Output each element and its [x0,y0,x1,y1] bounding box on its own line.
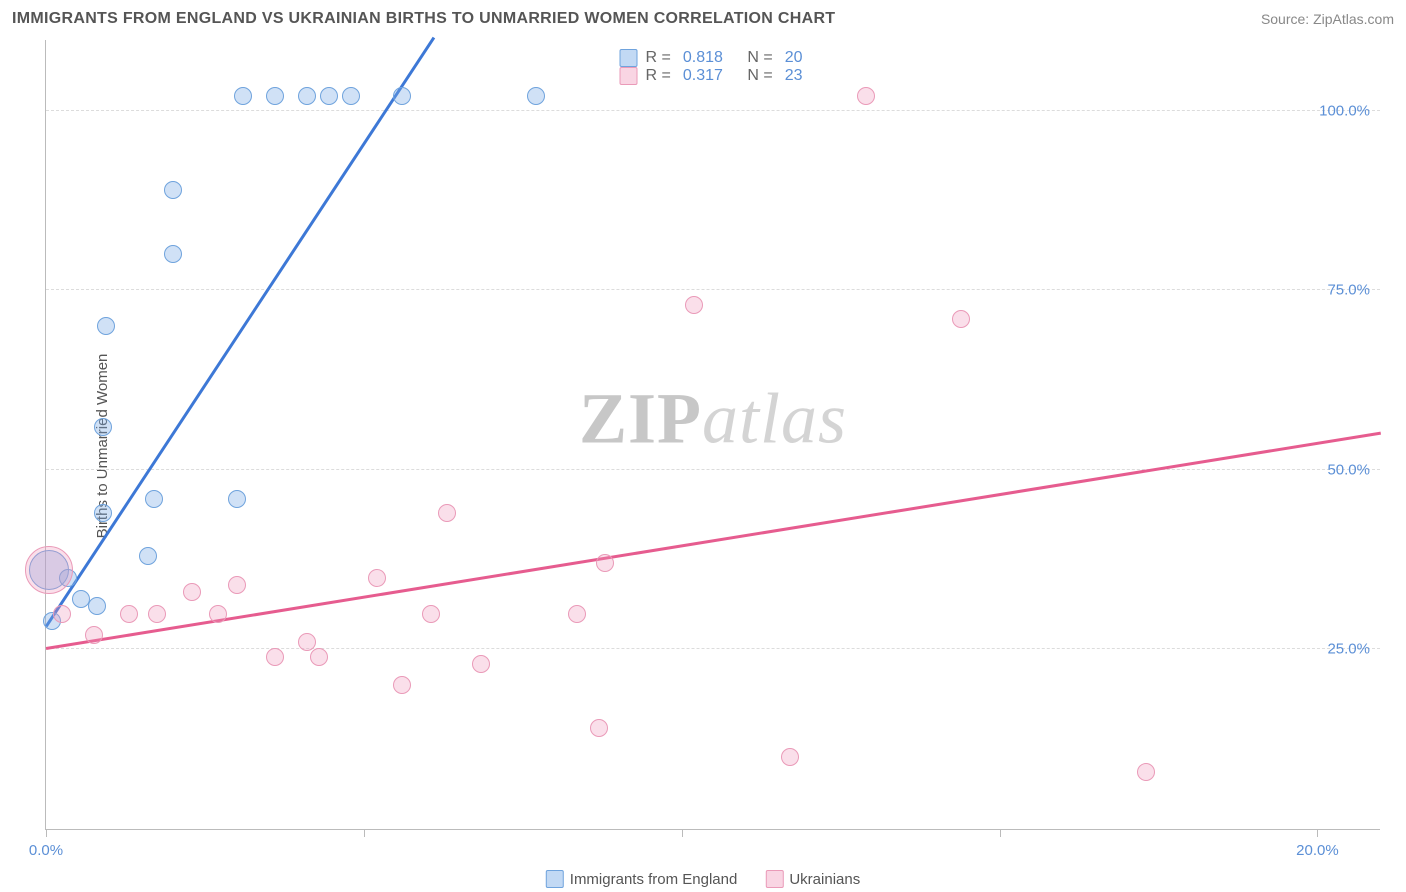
source-name: ZipAtlas.com [1313,11,1394,27]
scatter-point-series-1 [857,87,875,105]
scatter-point-series-0 [266,87,284,105]
scatter-point-series-1 [209,605,227,623]
chart-header: IMMIGRANTS FROM ENGLAND VS UKRAINIAN BIR… [12,10,1394,28]
scatter-point-series-0 [94,504,112,522]
trendline-series-1 [46,432,1381,650]
scatter-point-series-0 [342,87,360,105]
watermark-zip: ZIP [579,378,702,458]
y-tick-label: 50.0% [1327,461,1370,478]
y-tick-label: 25.0% [1327,641,1370,658]
scatter-point-series-1 [685,296,703,314]
scatter-point-series-1 [148,605,166,623]
scatter-point-series-1 [310,648,328,666]
scatter-point-series-1 [1137,763,1155,781]
x-tick [46,829,47,837]
chart-title: IMMIGRANTS FROM ENGLAND VS UKRAINIAN BIR… [12,10,835,28]
scatter-point-series-1 [781,748,799,766]
legend-stats-row-0: R = 0.818 N = 20 [620,49,807,67]
chart-source: Source: ZipAtlas.com [1261,11,1394,27]
gridline [46,469,1380,470]
gridline [46,110,1380,111]
watermark: ZIPatlas [579,377,847,460]
legend-stats-row-1: R = 0.317 N = 23 [620,67,807,85]
legend-chip-series-0 [546,870,564,888]
scatter-point-series-1 [596,554,614,572]
scatter-point-series-1 [53,605,71,623]
scatter-point-series-0 [228,490,246,508]
scatter-point-series-0 [139,547,157,565]
watermark-atlas: atlas [702,378,847,458]
scatter-point-series-0 [94,418,112,436]
legend-label-1: Ukrainians [789,871,860,888]
plot-area: ZIPatlas R = 0.818 N = 20 R = 0.317 N = … [45,40,1380,830]
y-tick-label: 75.0% [1327,282,1370,299]
x-tick [682,829,683,837]
scatter-point-series-1 [952,310,970,328]
scatter-point-series-1 [120,605,138,623]
r-value-0: 0.818 [683,49,723,67]
scatter-point-series-0 [164,181,182,199]
scatter-point-series-1 [183,583,201,601]
legend-chip-series-1 [765,870,783,888]
n-value-1: 23 [785,67,803,85]
scatter-point-series-0 [393,87,411,105]
scatter-point-series-0 [320,87,338,105]
n-label: N = [747,49,772,67]
scatter-point-series-1 [266,648,284,666]
x-tick-label: 0.0% [29,842,63,859]
x-tick-label: 20.0% [1296,842,1339,859]
r-value-1: 0.317 [683,67,723,85]
legend-chip-series-1 [620,67,638,85]
scatter-point-series-1 [368,569,386,587]
scatter-point-series-1 [422,605,440,623]
x-tick [1000,829,1001,837]
r-label: R = [646,67,671,85]
scatter-point-series-1 [228,576,246,594]
scatter-point-series-0 [164,245,182,263]
scatter-point-series-1 [85,626,103,644]
legend-chip-series-0 [620,49,638,67]
scatter-point-series-0 [88,597,106,615]
legend-series: Immigrants from England Ukrainians [546,870,860,888]
x-tick [364,829,365,837]
legend-item-0: Immigrants from England [546,870,738,888]
r-label: R = [646,49,671,67]
scatter-point-series-0 [97,317,115,335]
scatter-point-series-1 [438,504,456,522]
scatter-point-series-1 [590,719,608,737]
gridline [46,289,1380,290]
legend-label-0: Immigrants from England [570,871,738,888]
n-value-0: 20 [785,49,803,67]
scatter-point-series-0 [527,87,545,105]
chart-area: ZIPatlas R = 0.818 N = 20 R = 0.317 N = … [45,40,1380,830]
scatter-point-series-1 [393,676,411,694]
n-label: N = [747,67,772,85]
scatter-point-series-0 [145,490,163,508]
scatter-point-series-1 [25,546,73,594]
scatter-point-series-0 [234,87,252,105]
legend-item-1: Ukrainians [765,870,860,888]
x-tick [1317,829,1318,837]
scatter-point-series-0 [298,87,316,105]
scatter-point-series-1 [568,605,586,623]
legend-stats: R = 0.818 N = 20 R = 0.317 N = 23 [610,45,817,89]
source-label: Source: [1261,11,1309,27]
scatter-point-series-1 [472,655,490,673]
gridline [46,648,1380,649]
y-tick-label: 100.0% [1319,102,1370,119]
